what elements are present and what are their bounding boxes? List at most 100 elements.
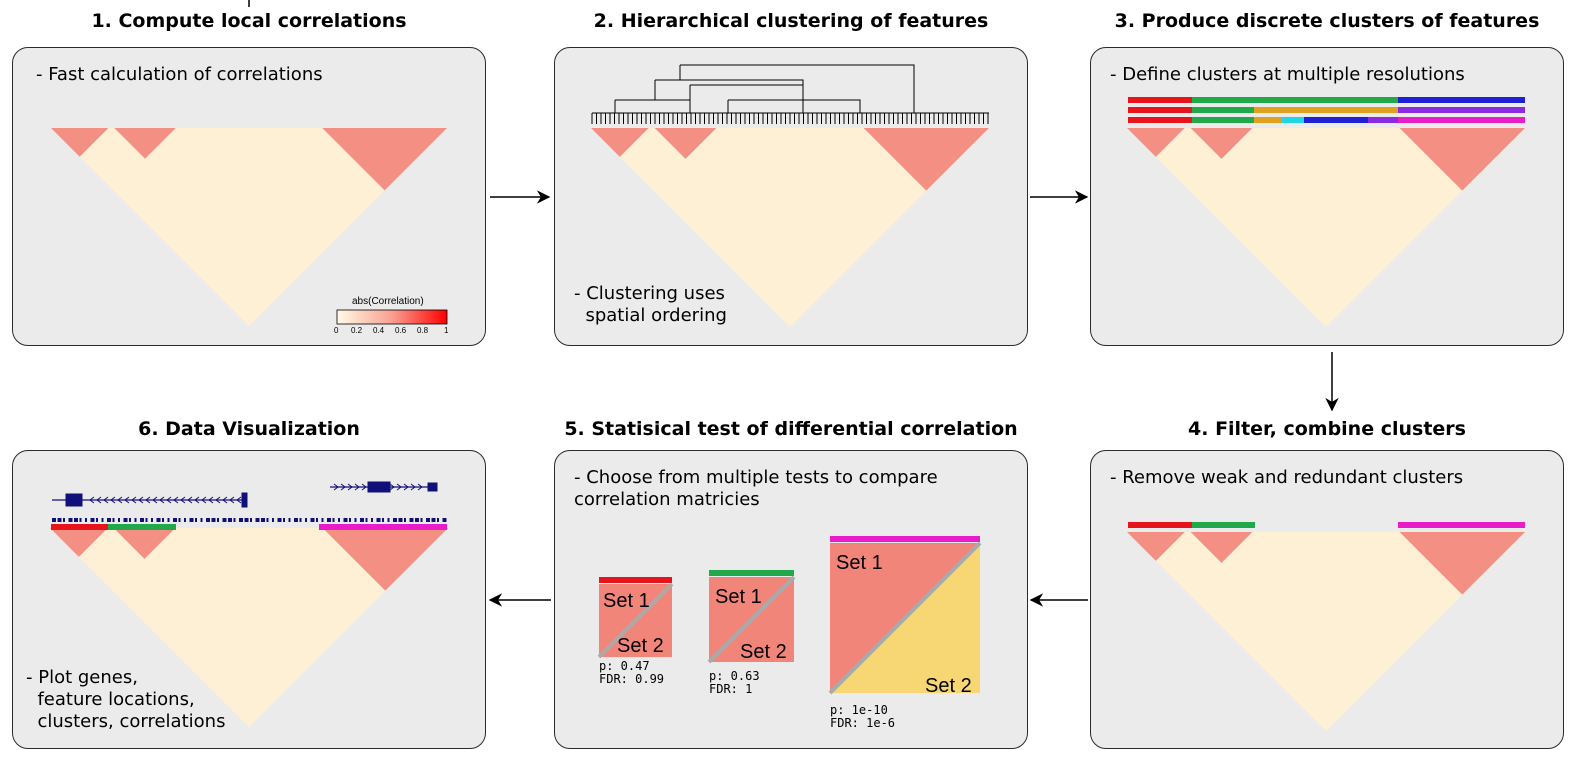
correlation-block: [50, 528, 108, 557]
feature-location-mark: [85, 518, 87, 522]
cluster-bar-blue: [1304, 117, 1368, 123]
correlation-block: [114, 128, 176, 159]
feature-location-mark: [283, 518, 285, 522]
gene-strand-marker: [145, 496, 151, 504]
low-correlation-area: [50, 528, 448, 727]
step5-title: 5. Statisical test of differential corre…: [564, 418, 1018, 440]
step3-note: - Define clusters at multiple resolution…: [1110, 64, 1465, 85]
feature-location-mark: [228, 518, 232, 522]
cluster-bar-magenta: [1398, 117, 1525, 123]
correlation-block: [113, 528, 176, 559]
feature-location-mark: [184, 518, 186, 522]
gene-strand-marker: [187, 496, 193, 504]
feature-location-mark: [233, 518, 236, 522]
gene-strand-marker: [180, 496, 186, 504]
cluster-bar-red: [51, 524, 108, 530]
gene-strand-marker: [194, 496, 200, 504]
feature-location-mark: [52, 518, 56, 522]
gene-strand-marker: [103, 496, 109, 504]
gene-track: [52, 481, 447, 522]
feature-location-mark: [277, 518, 282, 522]
feature-location-mark: [426, 518, 430, 522]
step6-heatmap: [50, 528, 448, 727]
test1-p-value: p: 0.47: [599, 659, 650, 673]
gene-strand-marker: [166, 496, 172, 504]
feature-location-mark: [261, 518, 265, 522]
feature-location-mark: [156, 518, 161, 522]
feature-location-mark: [107, 518, 111, 522]
gene-exon: [241, 492, 248, 508]
gene-exon: [65, 493, 83, 507]
legend-tick: 0.6: [395, 326, 407, 335]
gene-strand-marker: [159, 496, 165, 504]
feature-location-mark: [57, 518, 62, 522]
cluster-bar-orange: [1254, 117, 1282, 123]
feature-location-mark: [200, 518, 203, 522]
test1-set1-label: Set 1: [603, 590, 650, 612]
feature-location-mark: [118, 518, 120, 522]
correlation-block: [1190, 532, 1253, 563]
feature-location-mark: [217, 518, 219, 522]
gene-strand-marker: [361, 483, 367, 491]
feature-location-mark: [211, 518, 216, 522]
correlation-block: [322, 128, 447, 191]
gene-exon: [367, 481, 391, 493]
legend-tick: 0: [334, 326, 339, 335]
test3-p-value: p: 1e-10: [830, 703, 888, 717]
correlation-block: [322, 528, 448, 591]
feature-location-mark: [266, 518, 269, 522]
feature-location-mark: [354, 518, 357, 522]
gene-strand-marker: [333, 483, 339, 491]
test1-fdr: FDR: 0.99: [599, 672, 665, 686]
gene-strand-marker: [138, 496, 144, 504]
feature-location-mark: [409, 518, 414, 522]
gene-strand-marker: [89, 496, 95, 504]
gene-strand-marker: [417, 483, 423, 491]
feature-location-mark: [360, 518, 364, 522]
step4-note: - Remove weak and redundant clusters: [1110, 467, 1464, 488]
step2-title: 2. Hierarchical clustering of features: [593, 10, 989, 32]
feature-location-mark: [305, 518, 307, 522]
feature-location-mark: [393, 518, 397, 522]
gene-strand-marker: [110, 496, 116, 504]
feature-location-mark: [332, 518, 335, 522]
dendrogram-branch: [655, 79, 804, 113]
correlation-block: [51, 128, 109, 157]
feature-location-mark: [173, 518, 177, 522]
correlation-block: [591, 128, 649, 157]
cluster-bar-magenta: [319, 524, 447, 530]
feature-location-mark: [272, 518, 274, 522]
matrix-diagonal: [828, 541, 982, 695]
gene-strand-marker: [173, 496, 179, 504]
gene-strand-marker: [410, 483, 416, 491]
feature-location-mark: [437, 518, 439, 522]
step1-title: 1. Compute local correlations: [91, 10, 407, 32]
cluster-bar: [1398, 97, 1525, 103]
gene-strand-marker: [382, 483, 388, 491]
cluster-bar-green: [108, 524, 176, 530]
gene-strand-marker: [131, 496, 137, 504]
feature-location-mark: [63, 518, 65, 522]
feature-location-mark: [244, 518, 249, 522]
feature-location-mark: [327, 518, 331, 522]
feature-location-mark: [178, 518, 181, 522]
feature-location-mark: [442, 518, 447, 522]
legend-tick: 0.4: [373, 326, 385, 335]
test2-p-value: p: 0.63: [709, 669, 760, 683]
feature-location-mark: [299, 518, 302, 522]
step4-heatmap: [1127, 532, 1525, 731]
feature-location-mark: [79, 518, 82, 522]
step3-title: 3. Produce discrete clusters of features: [1114, 10, 1540, 32]
dendrogram-branch: [728, 99, 861, 113]
correlation-block: [863, 128, 989, 191]
cluster-bar-green: [1192, 117, 1254, 123]
test3-fdr: FDR: 1e-6: [830, 716, 896, 730]
gene-strand-marker: [236, 496, 242, 504]
step2-note: - Clustering uses spatial ordering: [574, 283, 727, 326]
feature-location-mark: [321, 518, 324, 522]
feature-location-mark: [404, 518, 406, 522]
feature-location-mark: [96, 518, 98, 522]
test2-fdr: FDR: 1: [709, 682, 753, 696]
feature-location-mark: [420, 518, 423, 522]
legend-colorbar: [336, 309, 448, 325]
